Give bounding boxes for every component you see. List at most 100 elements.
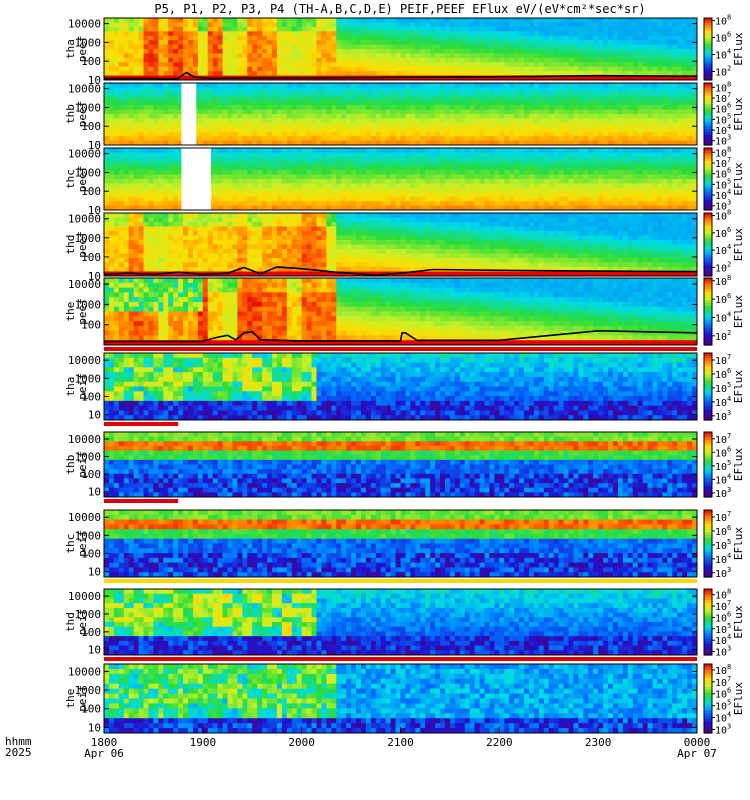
spectrogram-cell [158, 22, 164, 28]
spectrogram-cell [588, 96, 594, 102]
spectrogram-cell [449, 66, 456, 72]
spectrogram-cell [227, 136, 234, 142]
spectrogram-cell [548, 44, 555, 50]
spectrogram-cell [375, 152, 382, 158]
spectrogram-cell [524, 156, 530, 162]
spectrogram-cell [212, 114, 219, 120]
spectrogram-cell [479, 174, 486, 180]
spectrogram-cell [173, 44, 179, 50]
spectrogram-cell [578, 118, 584, 124]
spectrogram-cell [346, 122, 352, 128]
potential-line [104, 71, 698, 81]
spectrogram-cell [430, 109, 436, 115]
spectrogram-cell [568, 100, 575, 106]
spectrogram-cell [573, 136, 579, 142]
spectrogram-cell [192, 44, 199, 50]
spectrogram-cell [400, 127, 407, 133]
spectrogram-cell [479, 196, 486, 202]
spectrogram-cell [642, 96, 649, 102]
spectrogram-cell [682, 96, 688, 102]
spectrogram-cell [197, 122, 204, 128]
spectrogram-cell [459, 187, 466, 193]
spectrogram-cell [435, 87, 441, 93]
spectrogram-cell [207, 91, 214, 97]
spectrogram-cell [593, 35, 599, 41]
spectrogram-cell [430, 62, 436, 68]
spectrogram-cell [617, 183, 624, 189]
spectrogram-cell [143, 91, 150, 97]
spectrogram-cell [217, 53, 224, 59]
spectrogram-cell [682, 35, 688, 41]
spectrogram-cell [133, 161, 140, 167]
spectrogram-cell [568, 26, 575, 32]
spectrogram-cell [212, 136, 219, 142]
spectrogram-cell [113, 183, 120, 189]
spectrogram-cell [543, 75, 550, 80]
spectrogram-cell [138, 105, 145, 111]
y-tick-label: 10000 [68, 18, 101, 31]
spectrogram-cell [158, 31, 164, 37]
spectrogram-cell [563, 122, 570, 128]
spectrogram-cell [509, 18, 515, 24]
spectrogram-cell [163, 183, 169, 189]
spectrogram-cell [598, 122, 604, 128]
spectrogram-cell [178, 196, 184, 202]
spectrogram-cell [118, 140, 125, 145]
spectrogram-cell [627, 53, 634, 59]
spectrogram-cell [622, 105, 629, 111]
spectrogram-cell [479, 122, 486, 128]
spectrogram-cell [543, 62, 550, 68]
spectrogram-cell [454, 205, 461, 210]
spectrogram-cell [622, 49, 629, 55]
spectrogram-cell [469, 136, 476, 142]
spectrogram-cell [242, 22, 248, 28]
spectrogram-cell [652, 57, 659, 63]
spectrogram-cell [128, 96, 135, 102]
spectrogram-cell [360, 40, 367, 46]
spectrogram-cell [573, 127, 579, 133]
spectrogram-cell [553, 83, 560, 89]
spectrogram-cell [687, 22, 693, 28]
spectrogram-cell [400, 148, 407, 154]
spectrogram-cell [484, 183, 491, 189]
spectrogram-cell [123, 49, 130, 55]
spectrogram-cell [593, 174, 599, 180]
spectrogram-cell [301, 44, 308, 50]
spectrogram-cell [306, 148, 313, 154]
spectrogram-cell [444, 66, 451, 72]
spectrogram-cell [533, 100, 540, 106]
spectrogram-cell [267, 31, 273, 37]
spectrogram-cell [647, 109, 654, 115]
spectrogram-cell [558, 174, 565, 180]
spectrogram-cell [499, 35, 505, 41]
spectrogram-cell [222, 148, 229, 154]
spectrogram-cell [430, 44, 436, 50]
spectrogram-cell [430, 183, 436, 189]
spectrogram-cell [326, 170, 332, 176]
spectrogram-cell [341, 156, 347, 162]
spectrogram-cell [524, 66, 530, 72]
spectrogram-cell [237, 35, 243, 41]
spectrogram-cell [257, 109, 263, 115]
spectrogram-cell [469, 57, 476, 63]
spectrogram-cell [281, 35, 288, 41]
spectrogram-cell [444, 205, 451, 210]
spectrogram-cell [118, 35, 125, 41]
spectrogram-cell [385, 35, 392, 41]
spectrogram-cell [385, 205, 392, 210]
spectrogram-cell [692, 57, 697, 63]
spectrogram-cell [667, 136, 673, 142]
spectrogram-cell [425, 201, 431, 207]
spectrogram-cell [365, 170, 372, 176]
spectrogram-cell [583, 53, 589, 59]
spectrogram-cell [108, 196, 115, 202]
spectrogram-cell [326, 96, 332, 102]
spectrogram-cell [217, 114, 224, 120]
spectrogram-cell [346, 87, 352, 93]
spectrogram-cell [440, 18, 446, 24]
spectrogram-cell [321, 122, 327, 128]
spectrogram-cell [652, 49, 659, 55]
spectrogram-cell [168, 18, 174, 24]
spectrogram-cell [469, 49, 476, 55]
spectrogram-cell [454, 156, 461, 162]
